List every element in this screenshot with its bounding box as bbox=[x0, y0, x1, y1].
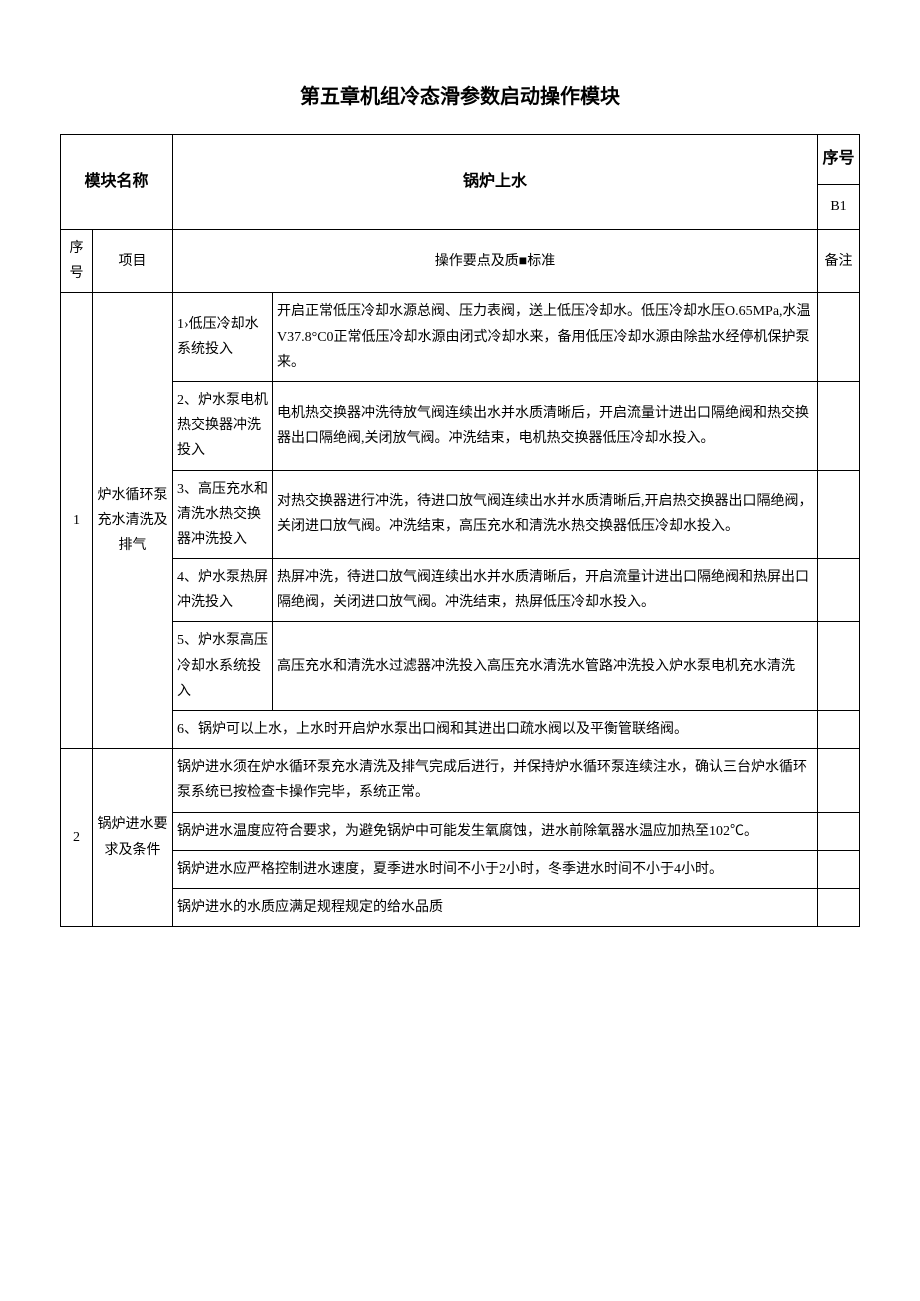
col-seq-header: 序号 bbox=[61, 230, 93, 293]
note-1b bbox=[818, 381, 860, 470]
sub-label-1b: 2、炉水泵电机热交换器冲洗投入 bbox=[173, 381, 273, 470]
col-points-header: 操作要点及质■标准 bbox=[173, 230, 818, 293]
col-item-header: 项目 bbox=[93, 230, 173, 293]
note-1e bbox=[818, 622, 860, 711]
note-2b bbox=[818, 812, 860, 850]
row2-text-b: 锅炉进水温度应符合要求，为避免锅炉中可能发生氧腐蚀，进水前除氧器水温应加热至10… bbox=[173, 812, 818, 850]
sub-label-1a: 1›低压冷却水系统投入 bbox=[173, 293, 273, 382]
sub-text-1d: 热屏冲洗，待进口放气阀连续出水并水质清晰后，开启流量计进出口隔绝阀和热屏出口隔绝… bbox=[273, 559, 818, 622]
sub-text-1a: 开启正常低压冷却水源总阀、压力表阀，送上低压冷却水。低压冷却水压O.65MPa,… bbox=[273, 293, 818, 382]
col-note-header: 备注 bbox=[818, 230, 860, 293]
module-name-label: 模块名称 bbox=[61, 135, 173, 230]
note-1c bbox=[818, 470, 860, 559]
row2-text-a: 锅炉进水须在炉水循环泵充水清洗及排气完成后进行，并保持炉水循环泵连续注水，确认三… bbox=[173, 749, 818, 812]
row-seq-2: 2 bbox=[61, 749, 93, 927]
sub-label-1d: 4、炉水泵热屏冲洗投入 bbox=[173, 559, 273, 622]
sub-text-1e: 高压充水和清洗水过滤器冲洗投入高压充水清洗水管路冲洗投入炉水泵电机充水清洗 bbox=[273, 622, 818, 711]
serial-value: B1 bbox=[818, 184, 860, 229]
note-2d bbox=[818, 888, 860, 926]
row2-text-c: 锅炉进水应严格控制进水速度，夏季进水时间不小于2小时，冬季进水时间不小于4小时。 bbox=[173, 850, 818, 888]
note-1f bbox=[818, 711, 860, 749]
row2-text-d: 锅炉进水的水质应满足规程规定的给水品质 bbox=[173, 888, 818, 926]
chapter-title: 第五章机组冷态滑参数启动操作模块 bbox=[60, 80, 860, 109]
operation-table: 模块名称 锅炉上水 序号 B1 序号 项目 操作要点及质■标准 备注 1 炉水循… bbox=[60, 134, 860, 927]
sub-text-1f: 6、锅炉可以上水，上水时开启炉水泵出口阀和其进出口疏水阀以及平衡管联络阀。 bbox=[173, 711, 818, 749]
sub-text-1b: 电机热交换器冲洗待放气阀连续出水并水质清晰后，开启流量计进出口隔绝阀和热交换器出… bbox=[273, 381, 818, 470]
row-seq-1: 1 bbox=[61, 293, 93, 749]
note-1a bbox=[818, 293, 860, 382]
row-item-2: 锅炉进水要求及条件 bbox=[93, 749, 173, 927]
sub-label-1e: 5、炉水泵高压冷却水系统投入 bbox=[173, 622, 273, 711]
note-2a bbox=[818, 749, 860, 812]
row-item-1: 炉水循环泵充水清洗及排气 bbox=[93, 293, 173, 749]
sub-label-1c: 3、高压充水和清洗水热交换器冲洗投入 bbox=[173, 470, 273, 559]
serial-label: 序号 bbox=[818, 135, 860, 185]
module-value: 锅炉上水 bbox=[173, 135, 818, 230]
sub-text-1c: 对热交换器进行冲洗，待进口放气阀连续出水并水质清晰后,开启热交换器出口隔绝阀，关… bbox=[273, 470, 818, 559]
note-2c bbox=[818, 850, 860, 888]
note-1d bbox=[818, 559, 860, 622]
